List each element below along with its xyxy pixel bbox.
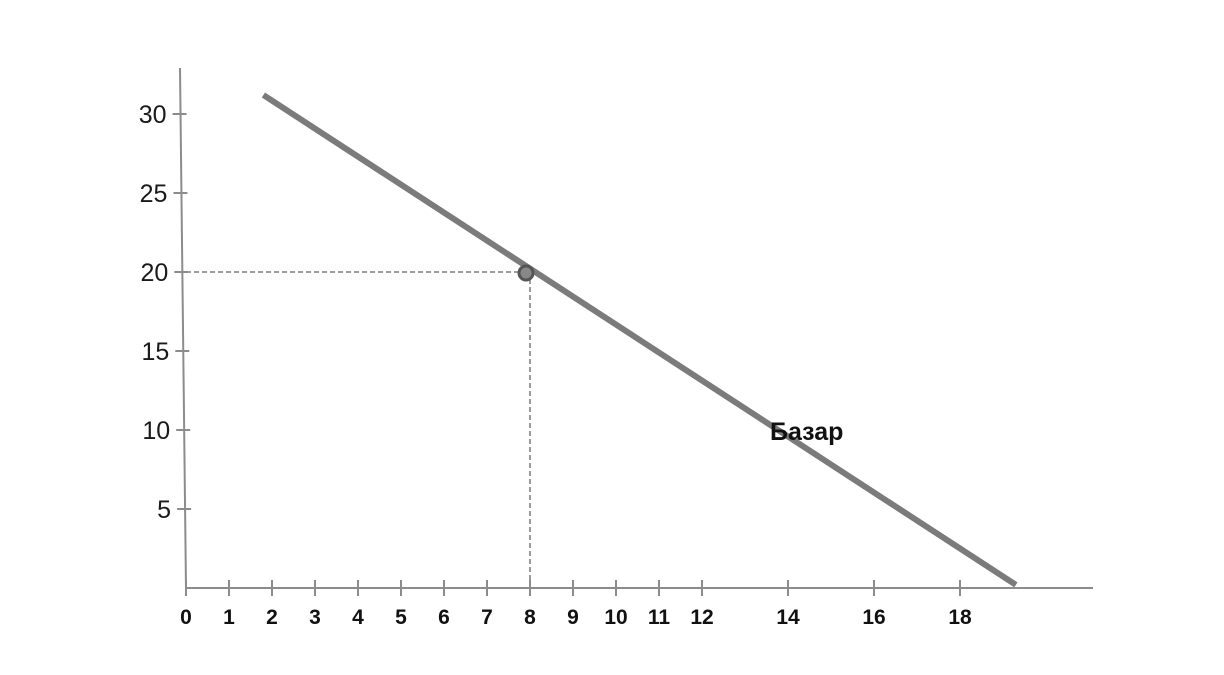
x-tick-label: 0: [180, 606, 192, 629]
highlight-points: [517, 264, 535, 282]
x-tick-label: 7: [481, 606, 493, 629]
y-tick-label: 10: [142, 417, 170, 445]
x-tick-label: 4: [352, 606, 364, 629]
x-tick-label: 3: [309, 606, 321, 629]
x-axis-ticks: 0 1 2 3 4 5 6 7 8 9 10 11 12 14 16 18: [180, 580, 972, 629]
highlight-point: [517, 264, 535, 282]
series-group: Базар: [261, 92, 1018, 588]
y-tick-label: 25: [140, 180, 168, 208]
guide-lines: [186, 271, 531, 588]
y-axis: [179, 67, 187, 590]
x-tick-label: 9: [567, 606, 579, 629]
x-tick-label: 5: [395, 606, 407, 629]
y-tick-label: 30: [139, 101, 167, 129]
x-tick-label: 18: [948, 606, 972, 629]
x-tick-label: 1: [223, 606, 235, 629]
x-tick-label: 8: [524, 606, 536, 629]
series-label: Базар: [770, 418, 843, 446]
y-tick-label: 15: [141, 338, 169, 366]
y-axis-ticks: 5 10 15 20 25 30: [139, 101, 192, 524]
y-tick-label: 5: [157, 496, 171, 524]
y-tick-label: 20: [141, 259, 169, 287]
x-tick-label: 6: [438, 606, 450, 629]
x-tick-label: 12: [690, 606, 713, 629]
x-tick-label: 10: [604, 606, 627, 629]
x-tick-label: 16: [862, 606, 885, 629]
series-line-demand: [261, 92, 1018, 588]
x-tick-label: 11: [648, 606, 671, 629]
x-tick-label: 14: [776, 606, 800, 629]
x-tick-label: 2: [266, 606, 278, 629]
